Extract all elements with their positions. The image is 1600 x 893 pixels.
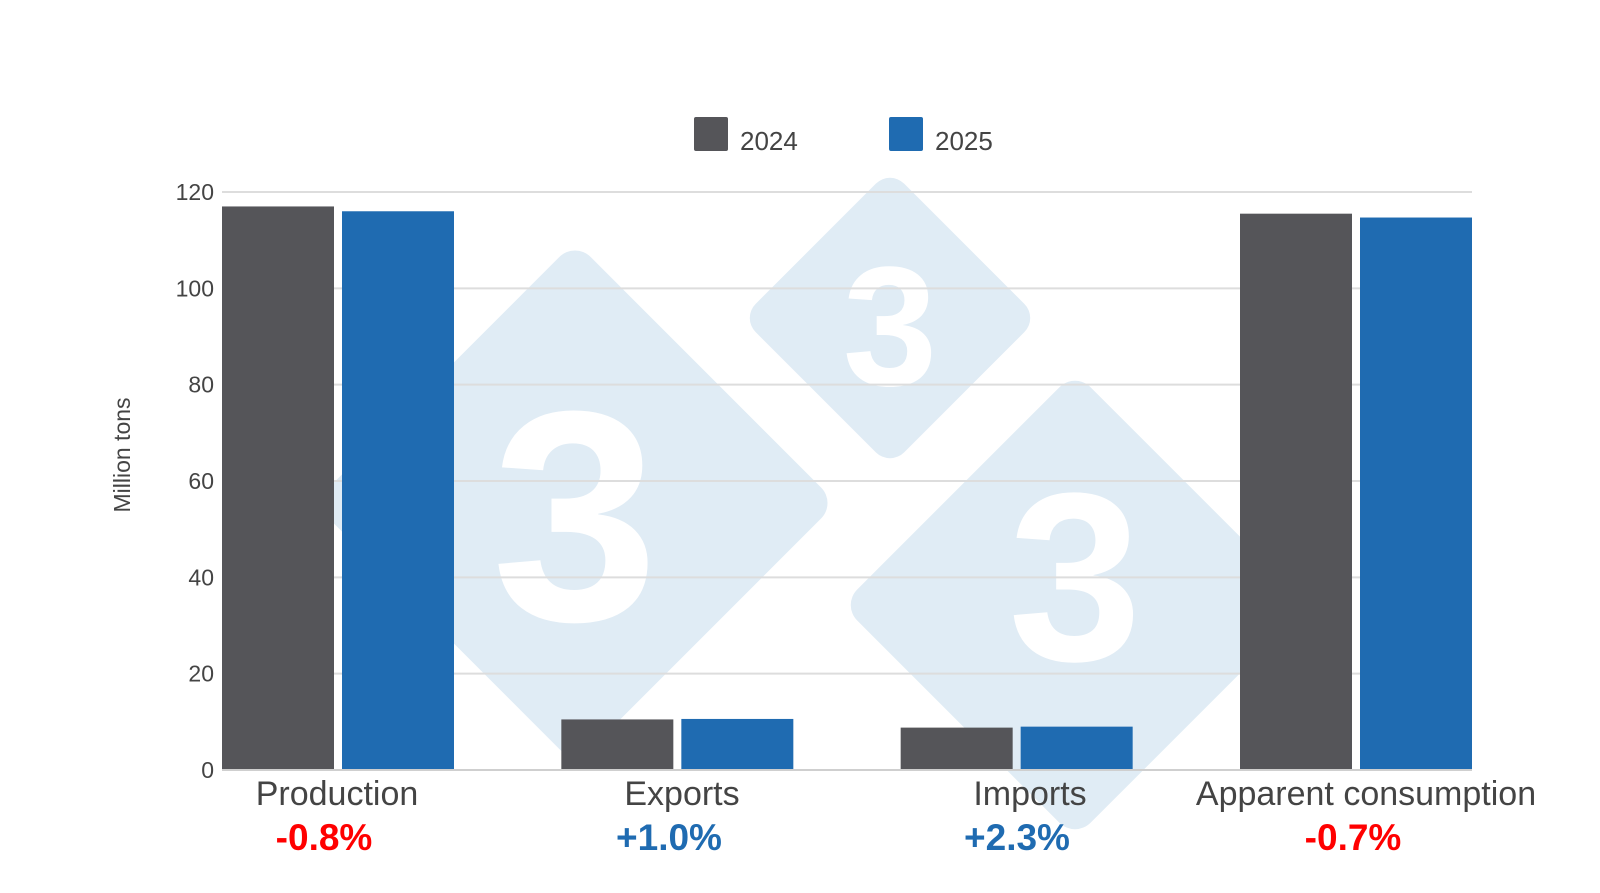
- bar-2025-3: [1360, 217, 1472, 771]
- bar-2025-2: [1020, 726, 1133, 770]
- svg-text:3: 3: [492, 348, 659, 684]
- legend-label: 2024: [740, 126, 798, 156]
- y-axis-title: Million tons: [109, 397, 135, 512]
- change-label: -0.8%: [276, 817, 373, 858]
- bar-2025-1: [681, 718, 794, 770]
- y-tick-label: 60: [188, 468, 214, 494]
- legend-swatch: [694, 117, 728, 151]
- legend: 2024 2025: [694, 117, 993, 156]
- bar-2024-1: [561, 719, 674, 770]
- bar-2024-2: [900, 727, 1013, 770]
- y-tick-label: 120: [176, 179, 214, 205]
- legend-label: 2025: [935, 126, 993, 156]
- bar-2024-3: [1240, 213, 1352, 771]
- change-labels: -0.8% +1.0% +2.3% -0.7%: [276, 817, 1402, 858]
- x-tick-label: Apparent consumption: [1196, 775, 1536, 813]
- x-tick-label: Exports: [624, 775, 739, 813]
- bars: [222, 206, 1472, 771]
- y-tick-label: 0: [201, 757, 214, 783]
- change-label: +1.0%: [616, 817, 722, 858]
- legend-swatch: [889, 117, 923, 151]
- y-tick-label: 80: [188, 372, 214, 398]
- watermark-logo: 3 3 3: [322, 177, 1300, 830]
- change-label: +2.3%: [964, 817, 1070, 858]
- change-label: -0.7%: [1305, 817, 1402, 858]
- bar-2025-0: [342, 211, 454, 770]
- y-tick-label: 100: [176, 275, 214, 301]
- y-tick-label: 20: [188, 661, 214, 687]
- y-tick-label: 40: [188, 564, 214, 590]
- x-tick-label: Imports: [973, 775, 1086, 813]
- y-axis: 0 20 40 60 80 100 120: [176, 179, 214, 783]
- svg-text:3: 3: [843, 232, 938, 422]
- x-axis: Production Exports Imports Apparent consump…: [256, 775, 1536, 813]
- bar-2024-0: [222, 206, 334, 770]
- x-tick-label: Production: [256, 775, 419, 813]
